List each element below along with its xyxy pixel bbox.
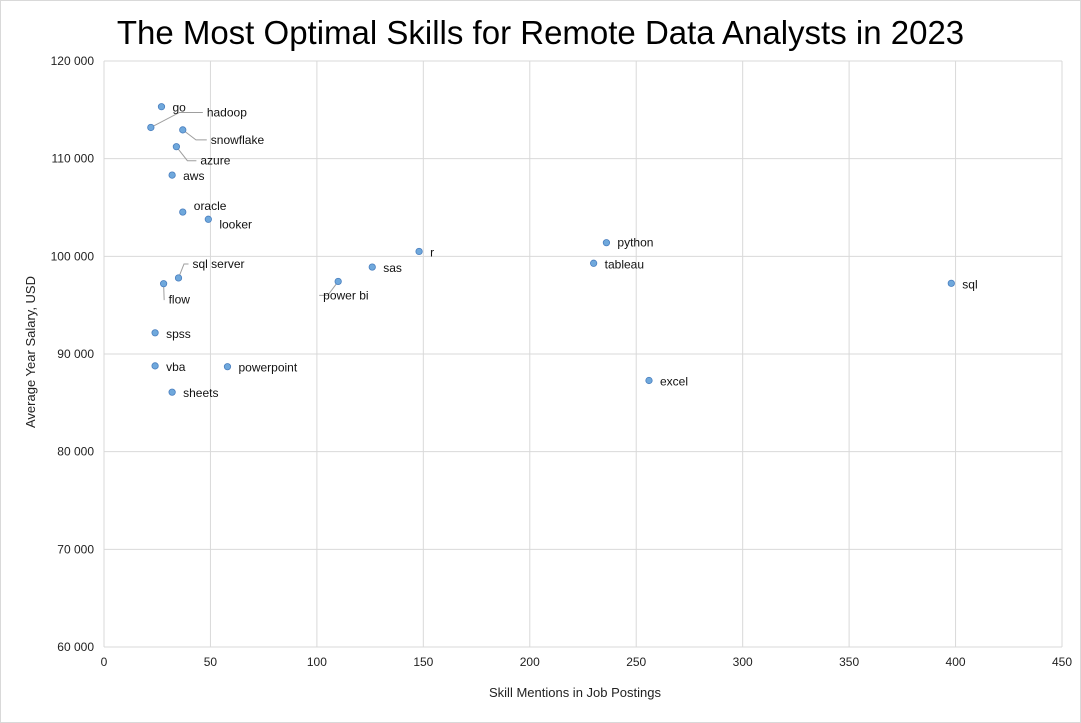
point-label-sql: sql: [962, 277, 977, 291]
x-tick-label: 350: [839, 655, 859, 669]
point-label-powerpoint: powerpoint: [238, 361, 297, 375]
point-label-tableau: tableau: [605, 257, 644, 271]
data-point-hadoop: [147, 123, 155, 132]
grid-lines: [103, 60, 1063, 648]
leader-line-hadoop: [150, 111, 203, 128]
point-label-sas: sas: [383, 261, 402, 275]
data-point-powerpoint: [223, 363, 232, 371]
data-point-sql: [947, 279, 955, 287]
data-point-azure: [172, 143, 180, 151]
data-point-excel: [645, 376, 653, 385]
point-label-power-bi: power bi: [323, 288, 368, 302]
point-label-hadoop: hadoop: [207, 105, 247, 119]
leader-line-flow: [163, 283, 165, 301]
point-label-azure: azure: [200, 154, 230, 168]
y-tick-label: 100 000: [51, 249, 95, 263]
data-point-python: [602, 239, 611, 247]
point-label-vba: vba: [166, 360, 186, 374]
x-axis-label: Skill Mentions in Job Postings: [489, 685, 661, 700]
leader-line-azure: [175, 146, 197, 162]
point-label-sheets: sheets: [183, 386, 218, 400]
point-label-flow: flow: [169, 293, 191, 307]
x-tick-label: 150: [413, 655, 433, 669]
point-label-aws: aws: [183, 169, 204, 183]
point-label-python: python: [617, 236, 653, 250]
x-tick-label: 300: [733, 655, 753, 669]
data-point-go: [157, 103, 166, 111]
point-label-spss: spss: [166, 327, 191, 341]
point-label-go: go: [172, 101, 186, 115]
data-points: [147, 103, 955, 396]
point-label-sql-server: sql server: [193, 257, 245, 271]
tick-labels: 0 50 100 150 200 250 300 350 400 450 60 000 70 000 8…: [51, 54, 1073, 669]
y-tick-label: 80 000: [57, 445, 94, 459]
y-axis-label: Average Year Salary, USD: [23, 276, 38, 428]
data-point-sheets: [168, 388, 176, 396]
data-point-vba: [151, 362, 159, 370]
data-point-looker: [204, 215, 212, 223]
leader-line-sql-server: [178, 263, 189, 279]
leader-line-snowflake: [182, 129, 207, 141]
point-label-r: r: [430, 245, 434, 259]
point-label-oracle: oracle: [194, 199, 227, 213]
data-point-aws: [168, 171, 176, 179]
data-point-spss: [151, 329, 159, 337]
x-tick-label: 50: [204, 655, 218, 669]
y-tick-label: 70 000: [57, 542, 94, 556]
data-point-sql-server: [174, 274, 183, 282]
y-tick-label: 120 000: [51, 54, 95, 68]
data-point-sas: [368, 263, 376, 271]
y-tick-label: 110 000: [52, 152, 95, 166]
x-tick-label: 250: [626, 655, 646, 669]
point-label-looker: looker: [219, 217, 252, 231]
leader-lines: [150, 111, 339, 301]
y-tick-label: 60 000: [57, 640, 94, 654]
leader-line-power-bi: [319, 281, 339, 296]
point-label-excel: excel: [660, 374, 688, 388]
x-tick-label: 450: [1052, 655, 1072, 669]
data-point-oracle: [179, 208, 187, 216]
x-tick-label: 0: [101, 655, 108, 669]
point-label-snowflake: snowflake: [211, 133, 265, 147]
chart-title: The Most Optimal Skills for Remote Data …: [116, 14, 965, 51]
data-point-tableau: [590, 259, 598, 267]
x-tick-label: 100: [307, 655, 327, 669]
y-tick-label: 90 000: [57, 347, 94, 361]
data-point-r: [415, 247, 423, 256]
x-tick-label: 200: [520, 655, 540, 669]
data-point-flow: [160, 280, 168, 288]
data-point-snowflake: [179, 126, 187, 134]
data-point-power-bi: [334, 277, 342, 286]
x-tick-label: 400: [946, 655, 966, 669]
